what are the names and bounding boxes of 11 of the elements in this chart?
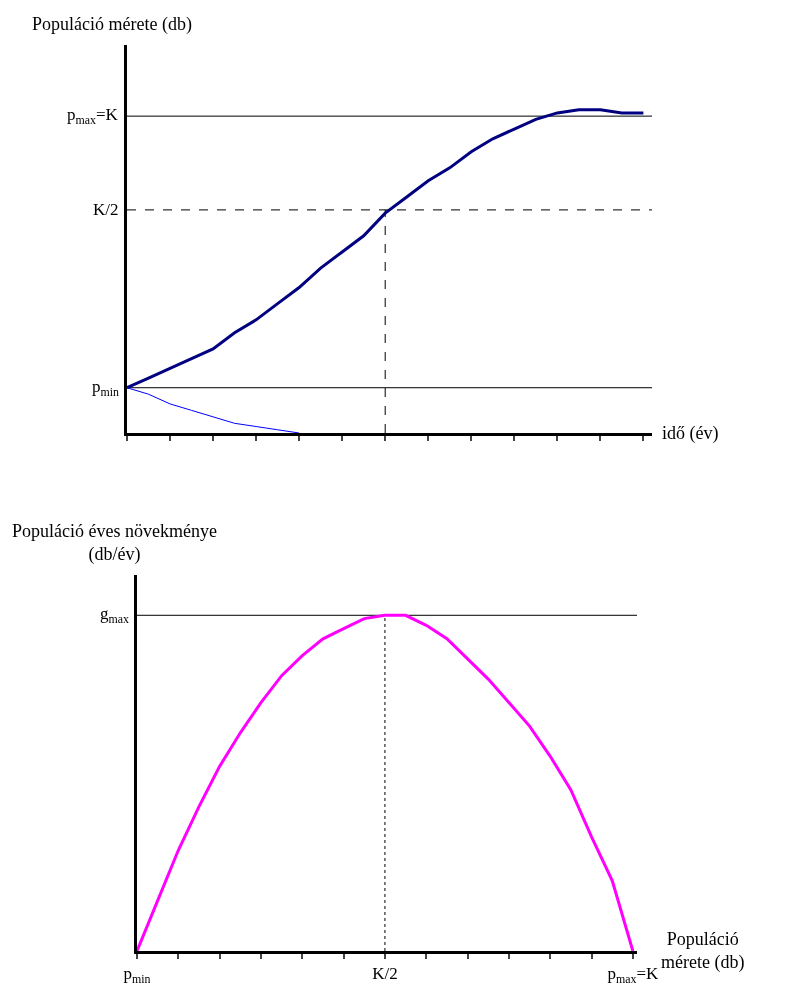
x-axis-title: idő (év) — [662, 423, 719, 444]
x-tick-label: p$_{min}$ — [123, 964, 151, 986]
x-tick-label: K/2 — [372, 964, 398, 984]
y-axis-title: Populáció mérete (db) — [32, 14, 192, 35]
ref-line-label: g$_{max}$ — [100, 604, 130, 626]
ref-line-label: p$_{min}$ — [92, 377, 120, 399]
x-axis-title: Populáció mérete (db) — [661, 929, 745, 974]
y-axis-title: Populáció éves növekménye (db/év) — [12, 521, 217, 566]
ref-line-label: K/2 — [93, 200, 119, 219]
x-tick-label: p$_{max}$=K — [607, 964, 660, 986]
ref-line-label: p$_{max}$=K — [67, 105, 119, 127]
